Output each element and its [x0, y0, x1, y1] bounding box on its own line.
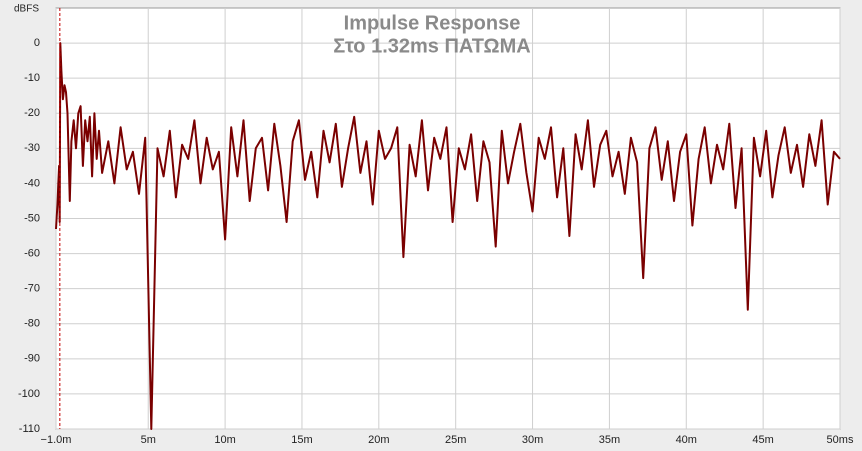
x-tick-label: −1.0m — [41, 434, 72, 446]
x-tick-label: 35m — [599, 434, 620, 446]
x-tick-label: 40m — [676, 434, 697, 446]
x-tick-label: 20m — [368, 434, 389, 446]
y-axis-label: dBFS — [14, 4, 39, 15]
y-tick-label: -100 — [18, 388, 40, 400]
chart-subtitle: Στο 1.32ms ΠΑΤΩΜΑ — [333, 35, 530, 57]
y-tick-label: -90 — [24, 353, 40, 365]
y-tick-label: -60 — [24, 247, 40, 259]
x-tick-label: 10m — [214, 434, 235, 446]
y-tick-label: 0 — [34, 37, 40, 49]
y-tick-label: -80 — [24, 318, 40, 330]
y-tick-label: -10 — [24, 72, 40, 84]
line-series — [55, 42, 841, 430]
chart-title: Impulse Response — [344, 12, 521, 34]
x-tick-label: 5m — [141, 434, 156, 446]
y-tick-label: -30 — [24, 142, 40, 154]
x-tick-label: 50ms — [827, 434, 854, 446]
y-tick-label: -40 — [24, 177, 40, 189]
x-tick-label: 25m — [445, 434, 466, 446]
x-tick-label: 45m — [752, 434, 773, 446]
y-tick-label: -20 — [24, 107, 40, 119]
x-tick-label: 30m — [522, 434, 543, 446]
y-tick-label: -50 — [24, 212, 40, 224]
y-tick-label: -110 — [19, 423, 40, 435]
y-tick-label: -70 — [24, 283, 40, 295]
x-tick-label: 15m — [291, 434, 312, 446]
